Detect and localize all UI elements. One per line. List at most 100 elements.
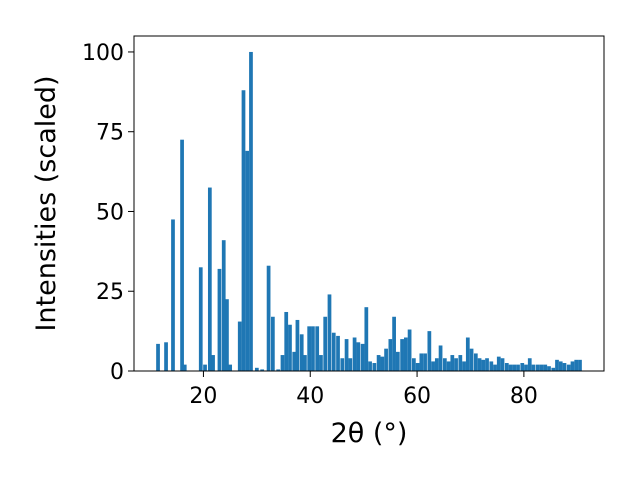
bar	[481, 359, 486, 371]
bar	[217, 268, 222, 371]
bar	[450, 355, 455, 371]
bar	[360, 343, 365, 371]
bar	[295, 319, 300, 371]
bar	[434, 358, 439, 371]
bar	[403, 337, 408, 371]
bar	[323, 316, 328, 371]
bar	[547, 366, 551, 371]
bar	[427, 331, 432, 371]
bar	[473, 353, 478, 371]
bar	[524, 364, 528, 371]
bar	[307, 326, 312, 371]
bar	[368, 361, 372, 371]
bar	[407, 329, 412, 371]
bar	[562, 363, 567, 371]
bar	[211, 355, 215, 371]
bar	[566, 364, 571, 371]
bar	[388, 339, 393, 371]
bar	[311, 326, 315, 371]
bar	[431, 361, 435, 371]
bar	[228, 364, 233, 371]
y-tick-label: 0	[110, 360, 124, 385]
bar	[299, 334, 304, 371]
x-tick-label: 80	[510, 384, 538, 409]
bar	[415, 363, 420, 371]
bar	[241, 90, 246, 372]
bar	[203, 364, 207, 371]
bar	[392, 316, 396, 371]
y-tick-label: 50	[96, 200, 124, 225]
bar	[292, 351, 297, 371]
bar	[400, 339, 404, 371]
bar	[551, 367, 556, 371]
bar	[539, 364, 544, 371]
x-axis-label: 2θ (°)	[331, 418, 408, 449]
bar	[493, 364, 497, 371]
bar	[327, 294, 332, 371]
y-axis-ticks: 0 25 50 75 100	[82, 41, 134, 385]
bar	[446, 361, 451, 371]
bar	[442, 358, 447, 371]
bar	[344, 339, 349, 371]
bar	[207, 187, 212, 371]
x-tick-label: 20	[189, 384, 217, 409]
bar	[516, 364, 520, 371]
bar	[315, 326, 320, 371]
bar	[578, 359, 582, 371]
bar	[527, 358, 532, 371]
bar	[395, 351, 400, 371]
bar	[164, 342, 168, 371]
bar	[411, 358, 416, 371]
bars-group	[156, 51, 582, 372]
bar	[276, 369, 281, 371]
bar	[570, 361, 575, 371]
bar	[288, 324, 292, 371]
bar	[270, 316, 275, 371]
plot-frame	[133, 35, 605, 372]
bar	[465, 337, 470, 371]
bar	[249, 51, 253, 371]
bar	[180, 139, 184, 371]
bar	[458, 355, 463, 371]
bar	[348, 358, 353, 371]
bar	[284, 311, 289, 371]
bar	[477, 358, 482, 371]
y-tick-label: 100	[82, 41, 124, 66]
y-tick-label: 25	[96, 280, 124, 305]
bar	[438, 345, 443, 371]
bar	[245, 150, 250, 371]
bar	[423, 353, 427, 371]
bar	[156, 343, 160, 371]
bar	[266, 265, 271, 371]
bar	[171, 219, 175, 371]
bar	[356, 342, 361, 371]
bar	[331, 332, 336, 371]
bar	[454, 358, 458, 371]
y-tick-label: 75	[96, 121, 124, 146]
bar	[500, 358, 505, 371]
bar	[280, 355, 285, 371]
bar	[384, 348, 388, 371]
bar	[198, 267, 203, 371]
bar	[504, 363, 509, 371]
bar	[535, 364, 540, 371]
bar	[372, 363, 377, 371]
bar	[336, 335, 340, 371]
bar	[376, 355, 381, 371]
bar	[254, 367, 259, 371]
bar	[555, 359, 559, 371]
bar	[512, 364, 517, 371]
bar	[221, 240, 226, 371]
bar	[380, 356, 385, 371]
x-tick-label: 40	[296, 384, 324, 409]
bar	[182, 364, 187, 371]
bar	[485, 358, 489, 371]
bar	[260, 369, 265, 371]
bar	[237, 321, 242, 371]
y-axis-label: Intensities (scaled)	[31, 75, 62, 331]
bar	[574, 359, 579, 371]
bar	[352, 337, 357, 371]
bar	[225, 299, 229, 371]
bar	[531, 364, 536, 371]
